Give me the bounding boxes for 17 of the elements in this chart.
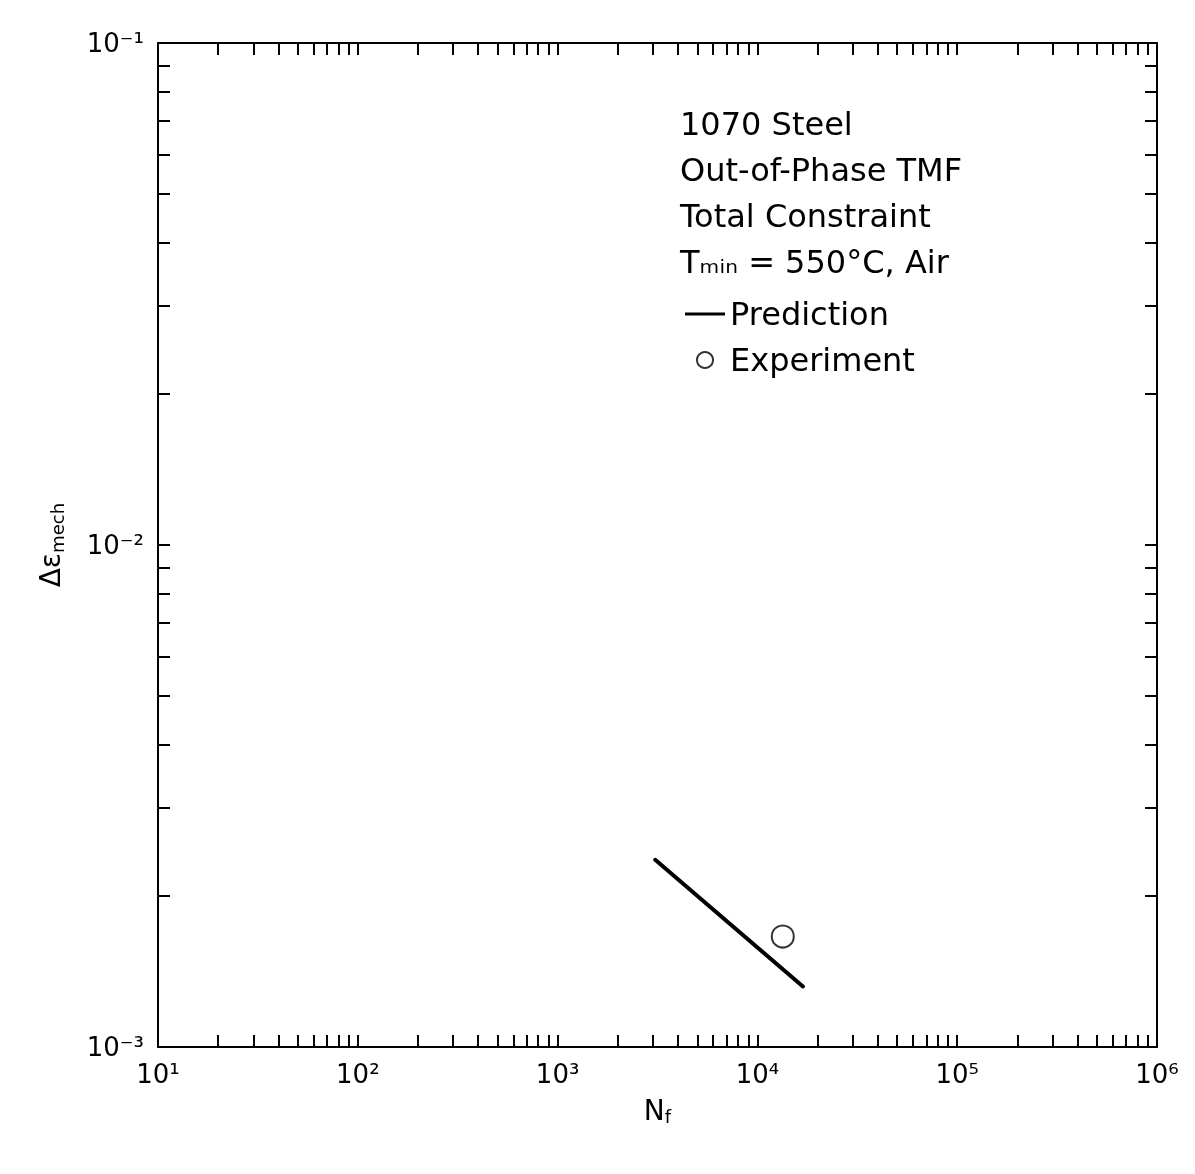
- x-tick-label: 10³: [535, 1059, 580, 1089]
- y-tick-label: 10⁻²: [86, 530, 144, 560]
- legend-label: Experiment: [730, 341, 915, 379]
- y-tick-label: 10⁻³: [86, 1032, 144, 1062]
- x-tick-label: 10²: [336, 1059, 380, 1089]
- x-tick-label: 10⁶: [1135, 1059, 1179, 1089]
- legend-label: Prediction: [730, 295, 889, 333]
- annotation: Out-of-Phase TMF: [680, 151, 963, 189]
- y-axis-title: Δεmech: [34, 502, 68, 588]
- y-tick-label: 10⁻¹: [86, 28, 144, 58]
- x-tick-label: 10⁵: [935, 1059, 979, 1089]
- x-tick-label: 10⁴: [735, 1059, 780, 1089]
- annotation: Total Constraint: [679, 197, 931, 235]
- annotation: 1070 Steel: [680, 105, 853, 143]
- x-tick-label: 10¹: [136, 1059, 180, 1089]
- annotation: Tₘᵢₙ = 550°C, Air: [679, 243, 950, 281]
- x-axis-title: Nf: [643, 1093, 672, 1128]
